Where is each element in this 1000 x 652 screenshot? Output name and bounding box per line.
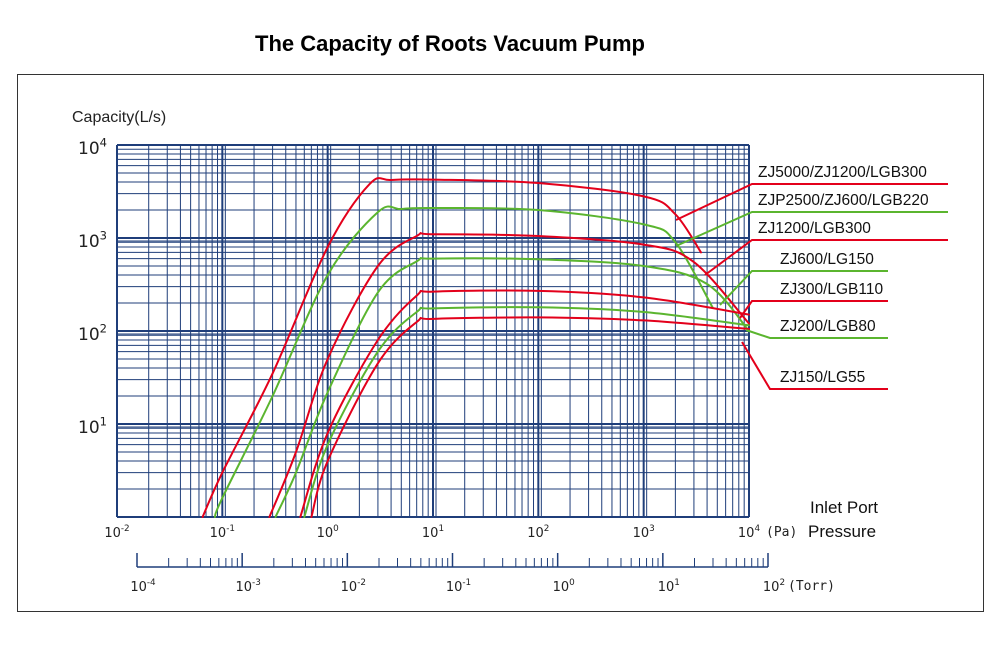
x-tick-label: 104 [738,524,761,541]
x-tick-label: 103 [633,524,655,541]
series-curves [201,177,750,518]
x-unit-torr: (Torr) [788,579,835,594]
torr-tick-label: 101 [658,578,680,595]
torr-tick-label: 10-3 [235,578,260,595]
x-axis-torr: 10-4 10-3 10-2 10-1 100 101 102 (Torr) [130,553,835,595]
series-line-7 [310,316,750,518]
y-tick-label: 102 [78,321,107,345]
x-tick-label: 101 [422,524,444,541]
torr-tick-label: 10-1 [446,578,471,595]
series-line-4 [274,257,750,518]
y-axis: Capacity(L/s) 104 103 102 101 [72,109,166,438]
legend-leader-4 [719,270,888,306]
series-line-6 [303,306,750,518]
x-axis-title-line2: Pressure [808,522,876,541]
legend-leader-2 [675,211,948,247]
series-line-5 [299,289,750,518]
legend: ZJ5000/ZJ1200/LGB300 ZJP2500/ZJ600/LGB220… [675,164,948,390]
legend-label-7: ZJ150/LG55 [780,369,865,386]
x-axis-pa: 10-2 10-1 100 101 102 103 104 (Pa) Inlet Port Pre… [104,498,878,541]
y-tick-label: 104 [78,135,107,159]
x-unit-pa: (Pa) [766,525,797,540]
x-tick-label: 100 [317,524,340,541]
legend-label-2: ZJP2500/ZJ600/LGB220 [758,192,929,209]
legend-leader-7 [741,341,888,390]
legend-label-4: ZJ600/LG150 [780,251,874,268]
series-line-3 [268,232,750,518]
x-axis-title-line1: Inlet Port [810,498,878,517]
legend-leader-6 [745,329,888,339]
y-tick-label: 101 [78,414,107,438]
legend-leader-5 [739,300,888,319]
chart-title: The Capacity of Roots Vacuum Pump [255,31,645,56]
series-line-2 [213,205,714,518]
x-tick-label: 10-1 [210,524,235,541]
legend-leader-1 [675,183,948,221]
torr-tick-label: 10-4 [130,578,156,595]
x-tick-label: 10-2 [104,524,129,541]
legend-leader-3 [704,239,948,276]
y-axis-title: Capacity(L/s) [72,109,166,126]
series-line-1 [201,177,702,518]
torr-tick-label: 100 [553,578,576,595]
legend-label-6: ZJ200/LGB80 [780,318,876,335]
y-tick-label: 103 [78,228,107,252]
legend-label-1: ZJ5000/ZJ1200/LGB300 [758,164,927,181]
legend-label-5: ZJ300/LGB110 [780,281,883,298]
legend-label-3: ZJ1200/LGB300 [758,220,871,237]
torr-tick-label: 102 [763,578,785,595]
plot-grid [116,144,750,518]
x-tick-label: 102 [527,524,549,541]
chart-frame [17,74,984,612]
torr-tick-label: 10-2 [341,578,366,595]
